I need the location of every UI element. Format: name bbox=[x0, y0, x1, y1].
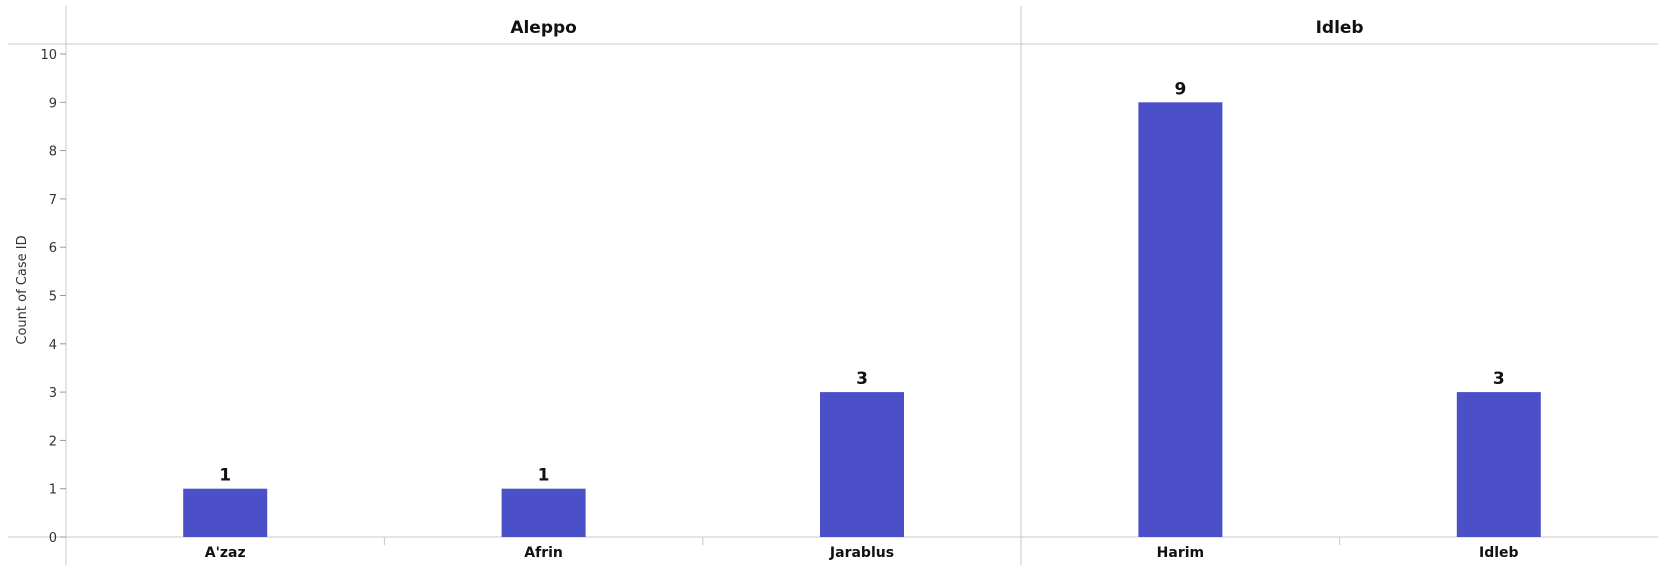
bar-value-label: 1 bbox=[538, 466, 550, 486]
panels: Aleppo1A'zaz1Afrin3JarablusIdleb9Harim3I… bbox=[183, 18, 1541, 561]
x-tick-label: Idleb bbox=[1479, 545, 1519, 561]
panel-aleppo: Aleppo 1 A'zaz 1 Afrin 3 Jarablus bbox=[183, 18, 904, 561]
y-tick-label: 5 bbox=[49, 290, 57, 305]
y-axis-title: Count of Case ID bbox=[15, 235, 30, 344]
panel-title: Aleppo bbox=[510, 18, 577, 38]
x-tick-label: Harim bbox=[1157, 545, 1204, 561]
y-axis: 0 1 2 3 4 5 6 7 8 9 10 bbox=[40, 48, 66, 546]
bar-value-label: 3 bbox=[856, 369, 868, 389]
bar bbox=[1138, 102, 1223, 538]
y-tick-label: 7 bbox=[49, 193, 57, 208]
y-tick-label: 6 bbox=[49, 241, 57, 256]
y-tick-label: 0 bbox=[49, 531, 57, 546]
y-tick-label: 3 bbox=[49, 386, 57, 401]
x-tick-label: Jarablus bbox=[829, 545, 894, 561]
y-tick-label: 10 bbox=[40, 48, 57, 63]
panel-idleb: Idleb 9 Harim 3 Idleb bbox=[1138, 18, 1541, 561]
bar bbox=[183, 488, 268, 537]
panel-title: Idleb bbox=[1316, 18, 1364, 38]
bar-value-label: 1 bbox=[219, 466, 231, 486]
y-tick-label: 8 bbox=[49, 145, 57, 160]
x-tick-label: A'zaz bbox=[205, 545, 246, 561]
bar bbox=[501, 488, 586, 537]
y-tick-label: 4 bbox=[49, 338, 57, 353]
x-tick-label: Afrin bbox=[524, 545, 563, 561]
bar-value-label: 3 bbox=[1493, 369, 1505, 389]
bar bbox=[820, 392, 904, 537]
y-tick-label: 1 bbox=[49, 483, 57, 498]
y-tick-label: 2 bbox=[49, 434, 57, 449]
y-tick-label: 9 bbox=[49, 96, 57, 111]
bar bbox=[1456, 392, 1541, 537]
bar-value-label: 9 bbox=[1174, 79, 1186, 99]
